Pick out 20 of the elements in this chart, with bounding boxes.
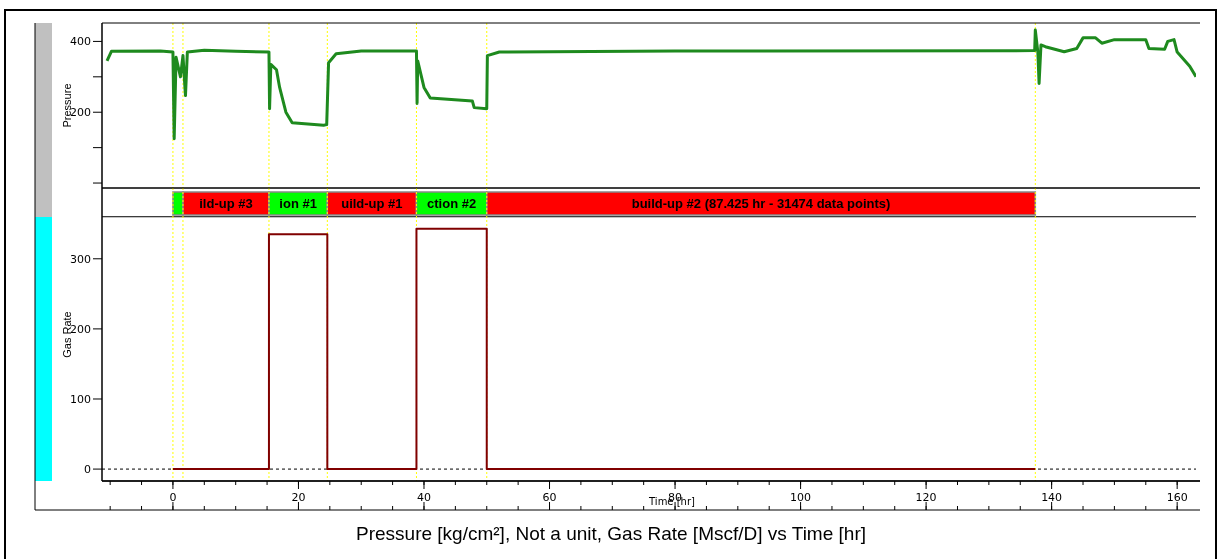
x-tick-label: 140 [1041, 491, 1063, 504]
y-tick-label: 0 [84, 463, 91, 477]
band-label: ild-up #3 [199, 195, 253, 211]
x-tick-label: 60 [542, 491, 557, 504]
band-label: ion #1 [279, 195, 317, 211]
band-label: build-up #2 (87.425 hr - 31474 data points) [631, 195, 891, 211]
x-tick-label: 160 [1166, 491, 1188, 504]
x-tick-label: 40 [416, 491, 431, 504]
y-tick-label: 200 [70, 322, 91, 336]
band-label: ction #2 [427, 195, 477, 211]
x-tick-label: 0 [169, 491, 177, 504]
y-tick-label: 300 [70, 252, 91, 266]
y-tick-label: 200 [70, 106, 91, 120]
x-tick-label: 20 [291, 491, 306, 504]
x-tick-label: 120 [915, 491, 937, 504]
y-tick-label: 400 [70, 35, 91, 49]
band-label: uild-up #1 [341, 195, 403, 211]
text: Pressure [kg/cm²], Not a unit, Gas Rate [Mscf/D] vs Time [hr] [356, 523, 866, 544]
y-tick-label: 100 [70, 392, 91, 406]
x-tick-label: 100 [790, 491, 812, 504]
